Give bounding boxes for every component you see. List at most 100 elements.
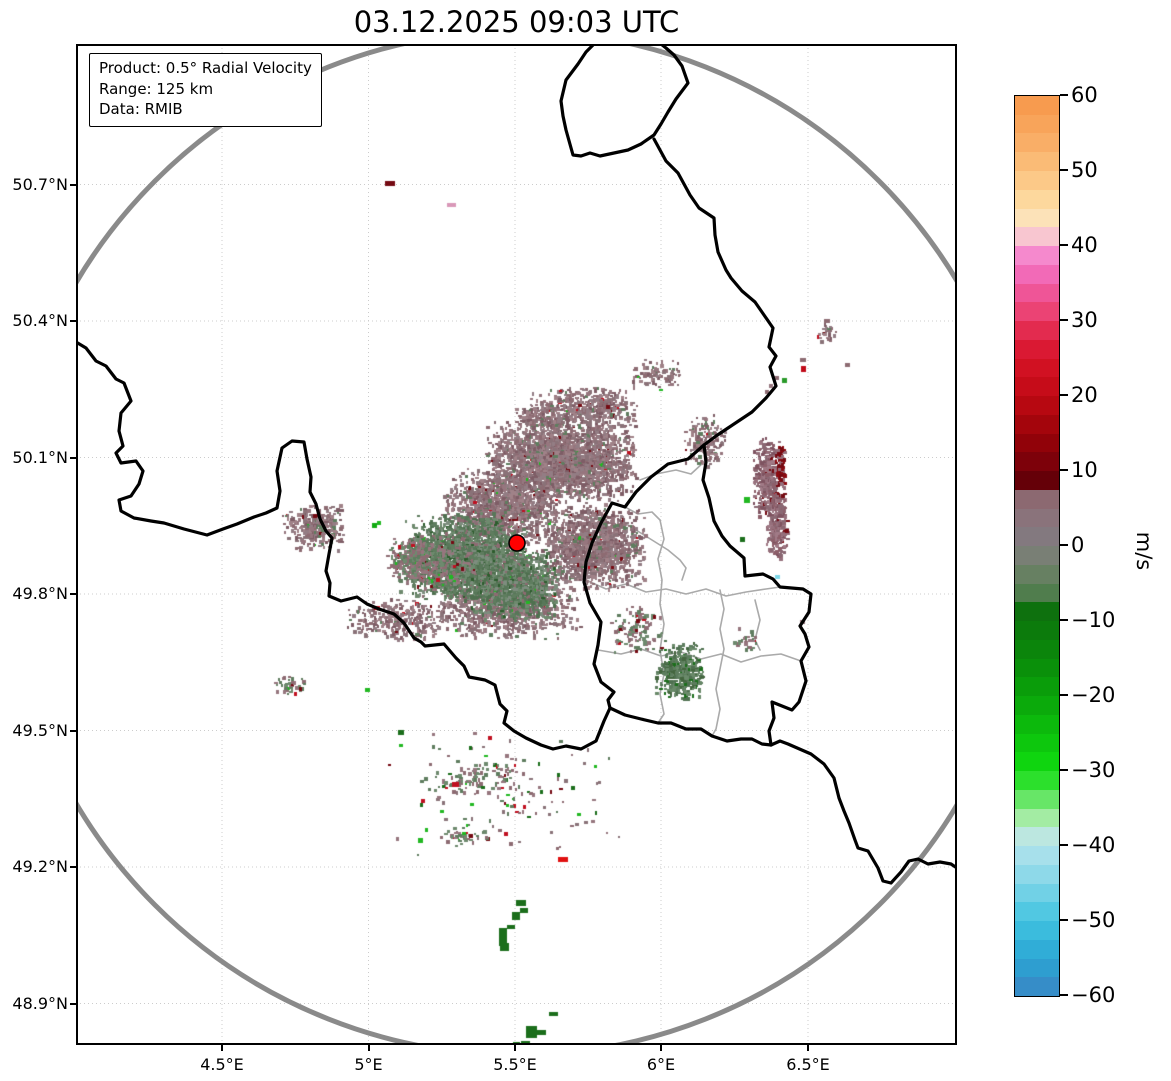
colorbar-tick-label: −30	[1071, 758, 1116, 782]
colorbar-band	[1015, 508, 1059, 528]
colorbar-band	[1015, 208, 1059, 228]
info-range: Range: 125 km	[99, 79, 214, 98]
colorbar-tick-label: −10	[1071, 608, 1116, 632]
lon-tick-mark	[660, 1045, 662, 1051]
colorbar-band	[1015, 358, 1059, 378]
info-product: Product: 0.5° Radial Velocity	[99, 59, 312, 77]
colorbar-tick-mark	[1060, 169, 1068, 171]
country-border	[76, 340, 612, 751]
info-box: Product: 0.5° Radial Velocity Range: 125…	[89, 53, 322, 127]
info-data-source: Data: RMIB	[99, 100, 183, 118]
lat-tick-label: 50.7°N	[12, 174, 68, 194]
colorbar-tick-label: 40	[1071, 233, 1098, 257]
colorbar-band	[1015, 339, 1059, 359]
colorbar-band	[1015, 714, 1059, 734]
colorbar-band	[1015, 114, 1059, 134]
colorbar-tick-mark	[1060, 619, 1068, 621]
colorbar-band	[1015, 827, 1059, 847]
colorbar-band	[1015, 677, 1059, 697]
colorbar-band	[1015, 377, 1059, 397]
colorbar-band	[1015, 639, 1059, 659]
lat-tick-label: 50.4°N	[12, 311, 68, 330]
lat-tick-mark	[70, 456, 76, 459]
lon-tick-label: 5.5°E	[493, 1055, 537, 1074]
colorbar-band	[1015, 227, 1059, 247]
colorbar-band	[1015, 527, 1059, 547]
colorbar-band	[1015, 564, 1059, 584]
colorbar-band	[1015, 958, 1059, 978]
colorbar-tick-mark	[1060, 394, 1068, 396]
lon-tick-label: 6°E	[646, 1055, 676, 1074]
colorbar-tick-label: −60	[1071, 983, 1116, 1007]
lat-tick-label: 49.5°N	[12, 720, 68, 740]
lon-tick-mark	[807, 1045, 809, 1051]
colorbar-band	[1015, 471, 1059, 491]
colorbar-band	[1015, 752, 1059, 772]
colorbar-band	[1015, 921, 1059, 941]
country-border	[582, 443, 706, 710]
colorbar-tick-label: 0	[1071, 533, 1085, 557]
colorbar-band	[1015, 864, 1059, 884]
lat-tick-label: 48.9°N	[12, 993, 68, 1013]
colorbar-tick-mark	[1060, 94, 1068, 96]
lat-tick-mark	[70, 1002, 76, 1005]
colorbar-band	[1015, 133, 1059, 153]
border-layer	[76, 44, 957, 1045]
colorbar-band	[1015, 189, 1059, 209]
lat-tick-mark	[70, 866, 76, 868]
colorbar-band	[1015, 602, 1059, 622]
colorbar-band	[1015, 283, 1059, 303]
lon-tick-mark	[221, 1045, 223, 1051]
lon-tick-label: 5°E	[354, 1055, 383, 1074]
colorbar-band	[1015, 264, 1059, 284]
colorbar-band	[1015, 583, 1059, 603]
colorbar-band	[1015, 939, 1059, 959]
colorbar-tick-mark	[1060, 694, 1068, 696]
colorbar-band	[1015, 977, 1059, 997]
colorbar-band	[1015, 452, 1059, 472]
colorbar-band	[1015, 902, 1059, 922]
lat-tick-mark	[70, 183, 76, 186]
colorbar-tick-mark	[1060, 319, 1068, 321]
colorbar	[1014, 95, 1060, 997]
lon-axis: 4.5°E 5°E 5.5°E 6°E 6.5°E	[0, 1052, 1171, 1080]
colorbar-band	[1015, 658, 1059, 678]
lat-tick-mark	[70, 593, 76, 595]
lon-tick-mark	[367, 1045, 370, 1051]
country-border	[559, 44, 690, 158]
colorbar-band	[1015, 302, 1059, 322]
colorbar-band	[1015, 170, 1059, 191]
colorbar-tick-label: −20	[1071, 683, 1116, 707]
country-border	[769, 739, 957, 885]
colorbar-band	[1015, 395, 1059, 416]
colorbar-tick-mark	[1060, 769, 1068, 771]
colorbar-band	[1015, 733, 1059, 753]
plot-frame	[76, 44, 957, 1045]
colorbar-band	[1015, 546, 1059, 566]
country-border	[608, 706, 773, 747]
colorbar-tick-mark	[1060, 844, 1068, 846]
colorbar-unit-label: m/s	[1132, 531, 1156, 571]
colorbar-tick-label: 20	[1071, 383, 1098, 407]
colorbar-band	[1015, 321, 1059, 341]
colorbar-tick-mark	[1060, 919, 1068, 921]
colorbar-gradient	[1015, 96, 1059, 997]
colorbar-band	[1015, 883, 1059, 903]
colorbar-band	[1015, 96, 1059, 116]
lon-tick-mark	[514, 1045, 516, 1051]
colorbar-band	[1015, 414, 1059, 434]
map-plot: Product: 0.5° Radial Velocity Range: 125…	[76, 44, 957, 1045]
lat-tick-label: 50.1°N	[12, 447, 68, 467]
lat-tick-mark	[70, 729, 76, 732]
radar-location-dot	[508, 534, 526, 552]
colorbar-band	[1015, 245, 1059, 266]
colorbar-band	[1015, 621, 1059, 641]
colorbar-band	[1015, 695, 1059, 716]
colorbar-band	[1015, 489, 1059, 509]
colorbar-tick-mark	[1060, 244, 1068, 246]
colorbar-tick-mark	[1060, 544, 1068, 546]
colorbar-tick-mark	[1060, 469, 1068, 471]
lat-tick-label: 49.2°N	[12, 857, 68, 876]
figure-title: 03.12.2025 09:03 UTC	[353, 5, 680, 39]
